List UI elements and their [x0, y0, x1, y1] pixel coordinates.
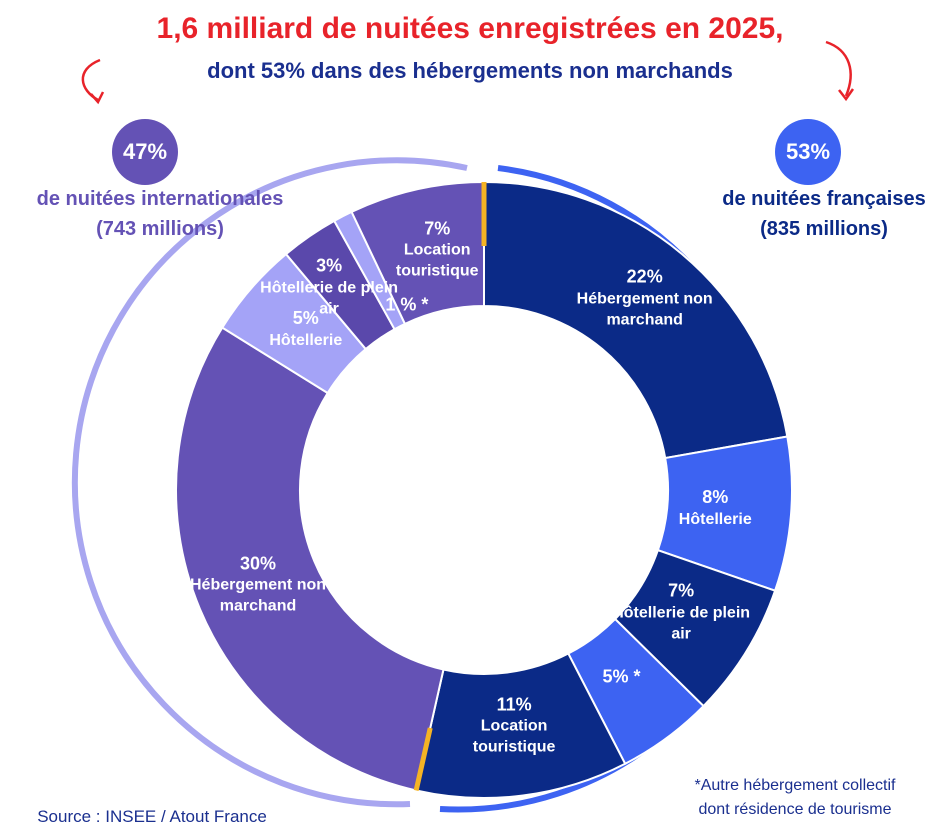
group-detail: (743 millions)	[96, 218, 224, 240]
value-label: 1 % *	[385, 294, 429, 315]
source: Source : INSEE / Atout France	[37, 807, 267, 826]
slice-label: 22% Hébergement non marchand	[570, 266, 720, 331]
category-label: Hébergement non marchand	[576, 290, 713, 329]
group-badge: 53%	[775, 119, 841, 185]
value-label: 7%	[668, 580, 695, 601]
group-detail: (835 millions)	[760, 218, 888, 240]
group-arc	[71, 157, 468, 808]
arrow	[825, 40, 852, 97]
value-label: 3%	[316, 255, 343, 276]
slice-label: 30% Hébergement non marchand	[183, 552, 333, 617]
category-label: Location touristique	[472, 717, 556, 756]
footnote: *Autre hébergement collectif	[694, 777, 896, 794]
category-label: Hébergement non marchand	[190, 576, 327, 615]
value-label: 30%	[240, 553, 277, 574]
slice-label: 11% Location touristique	[439, 694, 589, 759]
category-label: Location touristique	[395, 241, 479, 280]
title: 1,6 milliard de nuitées enregistrées en …	[156, 12, 784, 45]
slice-label: 5% Hôtellerie	[231, 307, 381, 351]
value-label: 22%	[626, 266, 663, 287]
slice-label: 7% Hôtellerie de plein air	[606, 580, 756, 645]
group-label: de nuitées internationales	[36, 188, 284, 210]
subtitle: dont 53% dans des hébergements non march…	[207, 58, 733, 83]
group-label: de nuitées françaises	[722, 188, 926, 210]
value-label: 5%	[292, 308, 319, 329]
slice-label: 3% Hôtellerie de plein air	[254, 255, 404, 320]
category-label: Hôtellerie	[269, 331, 343, 349]
value-label: 5% *	[602, 666, 641, 687]
value-label: 8%	[702, 487, 729, 508]
category-label: Hôtellerie de plein air	[260, 279, 398, 318]
slice-label: 1 % *	[332, 294, 482, 317]
value-label: 7%	[424, 218, 451, 239]
value-label: 11%	[496, 694, 532, 715]
slice-label: 5% *	[547, 665, 697, 688]
group-badge: 47%	[112, 119, 178, 185]
donut-slice	[175, 326, 445, 792]
footnote: dont résidence de tourisme	[698, 801, 892, 818]
group-separator	[413, 727, 433, 791]
slice-label: 8% Hôtellerie	[640, 486, 790, 530]
donut-slice	[483, 180, 789, 460]
arrow-head	[838, 88, 855, 102]
arrow-head	[90, 91, 105, 105]
slice-label: 7% Location touristique	[362, 217, 512, 282]
category-label: Hôtellerie de plein air	[612, 604, 751, 643]
category-label: Hôtellerie	[678, 510, 752, 528]
